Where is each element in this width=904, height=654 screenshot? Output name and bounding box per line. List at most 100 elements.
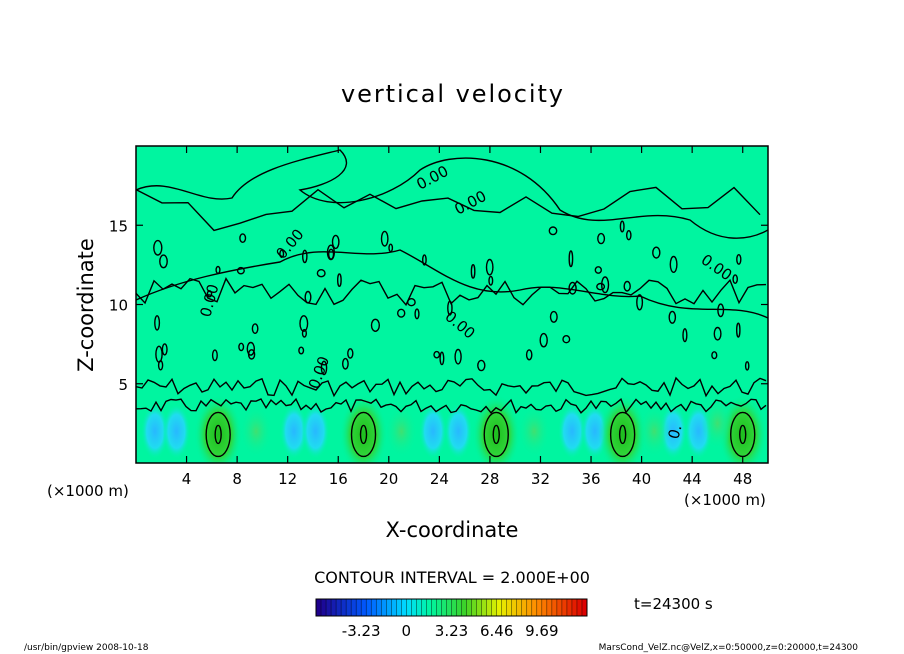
colorbar-cell	[346, 599, 352, 616]
colorbar-cell	[461, 599, 467, 616]
contour-cell	[477, 359, 486, 372]
x-tick-label: 44	[683, 470, 702, 488]
colorbar-cell	[356, 599, 362, 616]
x-tick-label: 16	[329, 470, 348, 488]
updraft-region	[194, 394, 243, 463]
downdraft-region	[419, 403, 448, 460]
x-axis: 4 8 12 16 20 24 28 32 36 40 44 48	[182, 146, 752, 488]
colorbar-ticks: -3.23 0 3.23 6.46 9.69	[342, 622, 559, 640]
updraft-contour	[205, 411, 231, 458]
colorbar-cell	[556, 599, 563, 616]
colorbar-cell	[501, 599, 508, 616]
contour-cell	[246, 341, 256, 356]
x-unit-left: (×1000 m)	[47, 482, 129, 500]
colorbar-cell	[456, 599, 462, 616]
contour-cell	[744, 361, 750, 371]
contour-cell	[439, 351, 445, 366]
x-tick-label: 24	[430, 470, 449, 488]
contour-cell	[713, 326, 722, 341]
contour-cell	[298, 346, 305, 355]
contour-cell	[682, 328, 688, 343]
contour-cell	[636, 294, 644, 311]
contour-cell	[717, 303, 725, 318]
downdraft-region	[162, 403, 191, 460]
contour-lines	[136, 149, 768, 458]
contour-line	[136, 376, 767, 398]
x-tick-label: 4	[182, 470, 192, 488]
plot-area	[135, 145, 769, 464]
colorbar-cell	[576, 599, 583, 616]
contour-cell	[485, 258, 494, 276]
updraft-contour	[359, 424, 368, 445]
contour-cell	[433, 350, 441, 359]
colorbar-cell	[476, 599, 483, 616]
updraft-contour	[350, 411, 377, 458]
contour-cell	[154, 315, 161, 331]
contour-cell	[316, 269, 326, 278]
colorbar-cell	[566, 599, 573, 616]
contour-cell	[454, 348, 462, 365]
colorbar-cell	[341, 599, 347, 616]
contour-cell	[341, 357, 349, 370]
contour-cell	[421, 254, 427, 266]
colorbar-cell	[506, 599, 513, 616]
colorbar-cell	[406, 599, 412, 616]
contour-interval-label: CONTOUR INTERVAL = 2.000E+00	[314, 568, 590, 587]
contour-cell	[299, 315, 309, 332]
contour-cell	[549, 310, 558, 323]
contour-cell	[279, 249, 285, 259]
downdraft-region	[558, 403, 587, 460]
contour-line	[136, 249, 768, 319]
contour-cell	[594, 266, 602, 274]
contour-cell	[711, 351, 718, 360]
colorbar-tick-label: 3.23	[435, 622, 468, 640]
contour-cell	[600, 276, 610, 294]
chart-title: vertical velocity	[341, 80, 563, 108]
colorbar-cell	[361, 599, 367, 616]
contour-cell	[304, 290, 312, 304]
contour-cell	[414, 308, 420, 320]
colorbar-cell	[376, 599, 382, 616]
updraft-contour	[739, 424, 747, 445]
contour-cell	[380, 230, 389, 247]
contour-cell	[736, 322, 741, 338]
colorbar-cell	[371, 599, 377, 616]
contour-cell	[568, 250, 574, 268]
contour-cell	[159, 254, 168, 269]
contour-cell	[623, 280, 631, 292]
colorbar-cell	[326, 599, 332, 616]
weak-updraft-region	[385, 405, 418, 458]
colorbar-cell	[391, 599, 397, 616]
colorbar-tick-label: 6.46	[480, 622, 513, 640]
contour-cell	[161, 343, 168, 356]
colorbar-frame	[315, 598, 588, 617]
colorbar-cell	[511, 599, 518, 616]
updraft-contour	[214, 424, 222, 445]
colorbar-cell	[526, 599, 533, 616]
footer-left: /usr/bin/gpview 2008-10-18	[24, 643, 149, 653]
x-tick-label: 40	[632, 470, 651, 488]
colorbar-cell	[491, 599, 498, 616]
contour-cell	[331, 234, 340, 250]
contour-cell	[548, 226, 558, 236]
contour-cell	[447, 300, 453, 316]
contour-cell	[239, 233, 247, 244]
contour-cell	[488, 275, 494, 286]
contour-cell	[568, 281, 577, 295]
contour-cell	[236, 266, 245, 275]
updraft-contour	[618, 424, 627, 445]
colorbar-cell	[541, 599, 548, 616]
contour-cell	[736, 253, 742, 265]
colorbar-cell	[381, 599, 387, 616]
colorbar-cell	[546, 599, 553, 616]
contour-cell	[732, 274, 739, 284]
contour-cell	[301, 249, 308, 264]
contour-line	[136, 186, 761, 232]
colorbar-cell	[481, 599, 488, 616]
colorbar-cell	[431, 599, 437, 616]
contour-cell	[562, 335, 571, 344]
contour-cell	[406, 298, 416, 307]
contour-cell	[397, 308, 406, 318]
contour-cell	[153, 239, 163, 256]
